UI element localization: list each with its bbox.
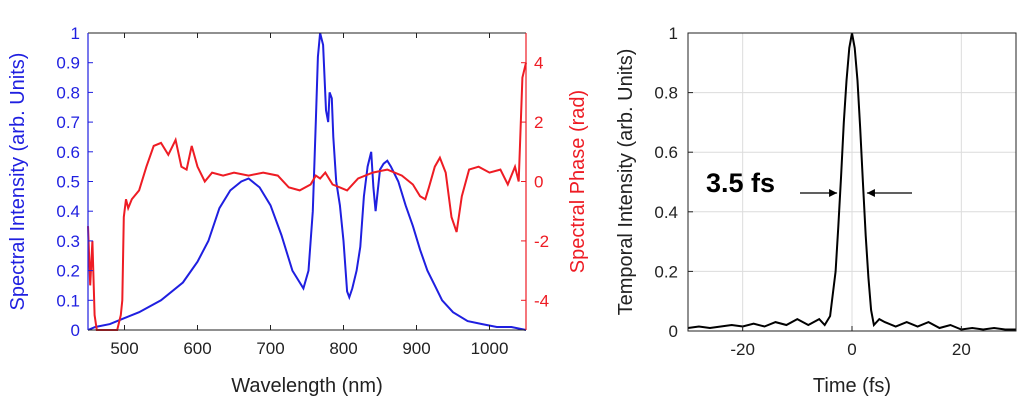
phase-tick-label: 4 [534, 54, 543, 73]
intensity-tick-label: 0.4 [56, 202, 80, 221]
pulse-duration-annotation: 3.5 fs [706, 168, 775, 198]
wavelength-tick-label: 700 [256, 339, 284, 358]
spectral-phase-axis-label: Spectral Phase (rad) [567, 90, 589, 273]
wavelength-tick-label: 900 [402, 339, 430, 358]
intensity-tick-label: 0.8 [56, 83, 80, 102]
intensity-tick-label: 0.5 [56, 173, 80, 192]
temporal-intensity-axis-label: Temporal Intensity (arb. Units) [615, 49, 637, 316]
temporal-tick-label: 0 [669, 322, 678, 341]
wavelength-tick-label: 1000 [471, 339, 509, 358]
intensity-tick-label: 0.7 [56, 113, 80, 132]
temporal-tick-label: 0.8 [654, 84, 678, 103]
wavelength-axis-label: Wavelength (nm) [231, 375, 383, 397]
intensity-tick-label: 0.1 [56, 291, 80, 310]
intensity-tick-label: 1 [71, 24, 80, 43]
wavelength-tick-label: 800 [329, 339, 357, 358]
spectral-intensity-axis-label: Spectral Intensity (arb. Units) [7, 53, 29, 311]
phase-tick-label: -4 [534, 291, 549, 310]
temporal-tick-label: 0.6 [654, 143, 678, 162]
spectral-plot-area [88, 33, 526, 330]
phase-tick-label: 0 [534, 173, 543, 192]
temporal-intensity-line [687, 32, 1016, 331]
spectral-intensity-line [87, 32, 527, 331]
time-axis-label: Time (fs) [813, 375, 891, 397]
arrow-head [866, 189, 875, 197]
temporal-tick-label: 1 [669, 24, 678, 43]
arrow-head [829, 189, 838, 197]
spectral-chart: 500 600 700 800 900 1000 0 0.1 0.2 0.3 0.4 0.5 0.6 0… [7, 24, 589, 397]
spectral-x-ticks: 500 600 700 800 900 1000 [110, 33, 508, 358]
temporal-y-ticks: 0 0.2 0.4 0.6 0.8 1 [654, 24, 693, 341]
time-tick-label: -20 [730, 340, 755, 359]
temporal-tick-label: 0.2 [654, 262, 678, 281]
intensity-tick-label: 0.9 [56, 54, 80, 73]
spectral-phase-ticks: -4 -2 0 2 4 [521, 54, 549, 310]
wavelength-tick-label: 500 [110, 339, 138, 358]
time-tick-label: 0 [847, 340, 856, 359]
wavelength-tick-label: 600 [183, 339, 211, 358]
temporal-chart: -20 0 20 0 0.2 0.4 0.6 0.8 1 Time (fs) Temporal… [615, 24, 1017, 397]
time-tick-label: 20 [952, 340, 971, 359]
intensity-tick-label: 0.2 [56, 262, 80, 281]
spectral-phase-line [87, 62, 527, 331]
intensity-tick-label: 0 [71, 321, 80, 340]
fwhm-arrows [800, 189, 912, 197]
temporal-x-ticks: -20 0 20 [730, 326, 971, 359]
temporal-tick-label: 0.4 [654, 203, 678, 222]
intensity-tick-label: 0.6 [56, 143, 80, 162]
phase-tick-label: -2 [534, 232, 549, 251]
phase-tick-label: 2 [534, 113, 543, 132]
intensity-tick-label: 0.3 [56, 232, 80, 251]
